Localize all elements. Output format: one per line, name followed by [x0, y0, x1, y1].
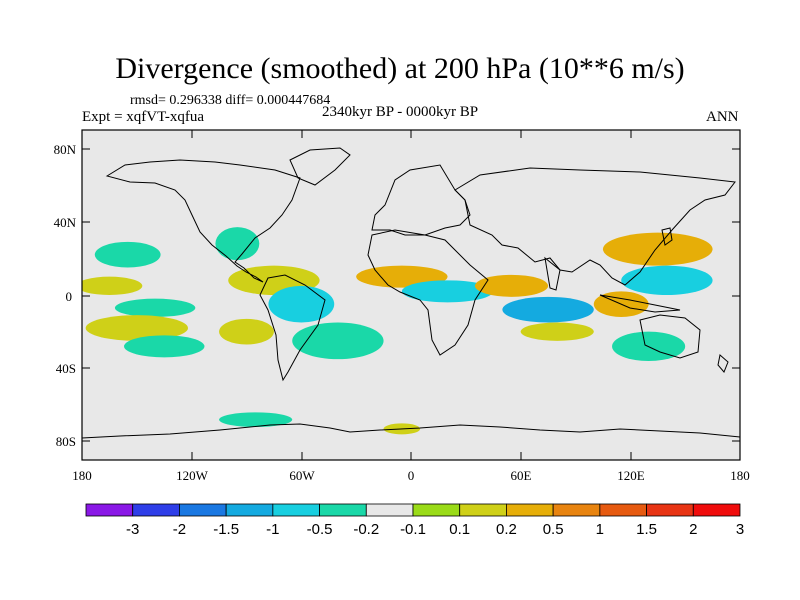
colorbar-swatch-7 — [412, 503, 461, 517]
colorbar-swatch-10 — [552, 503, 601, 517]
colorbar-label-11: 1.5 — [636, 521, 657, 538]
coastline-north-america — [105, 159, 301, 283]
colorbar-label-5: -0.2 — [353, 521, 379, 538]
field-regions — [82, 227, 713, 435]
lon-label-180e: 180 — [730, 468, 750, 483]
field-region-1 — [82, 276, 143, 295]
field-region-11 — [401, 280, 494, 303]
field-region-7 — [268, 285, 335, 323]
lat-label-eq: 0 — [66, 289, 73, 304]
colorbar-label-12: 2 — [689, 521, 697, 538]
lon-label-60w: 60W — [289, 468, 315, 483]
lon-label-0: 0 — [408, 468, 415, 483]
coastline-south-america — [259, 274, 326, 382]
field-region-12 — [474, 274, 549, 297]
coastline-asia — [454, 167, 736, 286]
lon-label-180w: 180 — [72, 468, 92, 483]
field-region-8 — [219, 318, 274, 345]
field-region-15 — [602, 232, 713, 266]
colorbar-label-9: 0.5 — [543, 521, 564, 538]
field-region-9 — [292, 322, 384, 360]
colorbar-swatch-12 — [646, 503, 694, 517]
colorbar: -3 -2 -1.5 -1 -0.5 -0.2 -0.1 0.1 0.2 0.5 1 1.5 2 3 — [85, 503, 744, 538]
colorbar-label-13: 3 — [736, 521, 744, 538]
field-region-16 — [621, 265, 713, 296]
field-region-4 — [124, 335, 205, 358]
colorbar-label-8: 0.2 — [496, 521, 517, 538]
colorbar-swatch-6 — [365, 503, 414, 517]
lon-ticks — [81, 130, 741, 460]
colorbar-swatch-3 — [225, 503, 274, 517]
lat-label-40s: 40S — [56, 361, 76, 376]
lat-label-80n: 80N — [54, 142, 77, 157]
field-region-19 — [219, 412, 293, 427]
lat-label-80s: 80S — [56, 434, 76, 449]
period-label: 2340kyr BP - 0000kyr BP — [322, 104, 479, 120]
field-region-3 — [85, 315, 189, 341]
colorbar-label-4: -0.5 — [307, 521, 333, 538]
coastline-indonesia — [599, 294, 681, 313]
coastline-africa — [367, 229, 489, 356]
colorbar-label-0: -3 — [126, 521, 139, 538]
colorbar-label-3: -1 — [266, 521, 279, 538]
lon-label-120w: 120W — [176, 468, 209, 483]
colorbar-label-6: -0.1 — [400, 521, 426, 538]
page-title: Divergence (smoothed) at 200 hPa (10**6 … — [115, 52, 685, 85]
field-region-2 — [114, 298, 196, 318]
coastline-australia — [639, 314, 701, 359]
coastline-india — [544, 256, 561, 291]
stats-label: rmsd= 0.296338 diff= 0.000447684 — [130, 93, 331, 108]
coastline-antarctica — [82, 423, 740, 439]
colorbar-swatch-0 — [85, 503, 134, 517]
coastline-greenland — [289, 147, 351, 186]
lon-label-120e: 120E — [617, 468, 645, 483]
coastline-japan — [661, 227, 673, 246]
colorbar-label-7: 0.1 — [449, 521, 470, 538]
colorbar-swatch-13 — [692, 503, 741, 517]
colorbar-swatch-5 — [319, 503, 367, 517]
colorbar-label-1: -2 — [173, 521, 186, 538]
coastlines — [82, 147, 740, 439]
experiment-label: Expt = xqfVT-xqfua — [82, 109, 205, 125]
colorbar-swatch-2 — [179, 503, 227, 517]
colorbar-label-2: -1.5 — [213, 521, 239, 538]
field-region-14 — [520, 322, 594, 341]
colorbar-swatch-1 — [132, 503, 180, 517]
colorbar-swatch-8 — [459, 503, 507, 517]
colorbar-swatch-9 — [506, 503, 554, 517]
colorbar-swatch-4 — [272, 503, 320, 517]
field-region-13 — [502, 296, 594, 323]
coastline-new-zealand — [717, 354, 729, 373]
colorbar-swatch-11 — [599, 503, 647, 517]
field-region-0 — [94, 241, 161, 268]
field-region-5 — [215, 227, 260, 261]
lon-label-60e: 60E — [511, 468, 532, 483]
lat-ticks — [82, 148, 740, 442]
lat-label-40n: 40N — [54, 215, 77, 230]
colorbar-label-10: 1 — [596, 521, 604, 538]
season-label: ANN — [706, 109, 739, 125]
